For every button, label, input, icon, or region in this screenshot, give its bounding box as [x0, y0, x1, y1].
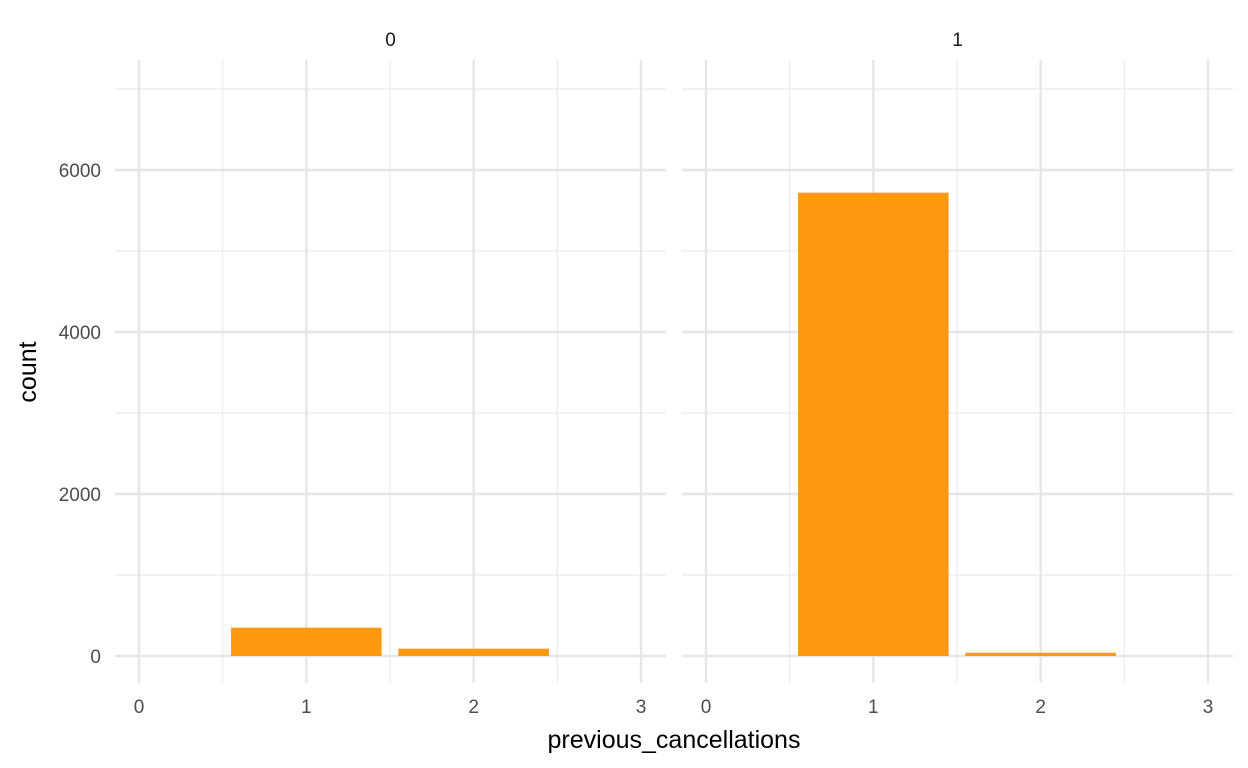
x-tick-label: 1: [301, 697, 312, 718]
facet-strip-label: 1: [952, 30, 963, 51]
bar: [231, 627, 382, 656]
facet-panel-1: 1 0 1 2 3: [682, 30, 1233, 718]
y-tick-label: 2000: [59, 485, 101, 506]
facet-panels: 0 0 1 2 3 1 0 1 2 3: [115, 30, 1233, 718]
y-tick-label: 0: [90, 647, 101, 668]
y-tick-label: 6000: [59, 161, 101, 182]
x-tick-label: 0: [134, 697, 145, 718]
x-axis-title: previous_cancellations: [548, 726, 801, 754]
facet-panel-0: 0 0 1 2 3: [115, 30, 666, 718]
x-tick-label: 0: [701, 697, 712, 718]
y-axis-title: count: [14, 341, 42, 402]
bar: [965, 652, 1116, 656]
y-tick-label: 4000: [59, 323, 101, 344]
x-tick-label: 3: [636, 697, 647, 718]
bar: [798, 192, 949, 656]
x-tick-label: 2: [468, 697, 479, 718]
y-axis: 0 2000 4000 6000: [59, 161, 101, 668]
x-tick-label: 3: [1203, 697, 1214, 718]
x-tick-label: 1: [868, 697, 879, 718]
facet-strip-label: 0: [385, 30, 396, 51]
x-tick-label: 2: [1035, 697, 1046, 718]
bar: [398, 648, 549, 656]
